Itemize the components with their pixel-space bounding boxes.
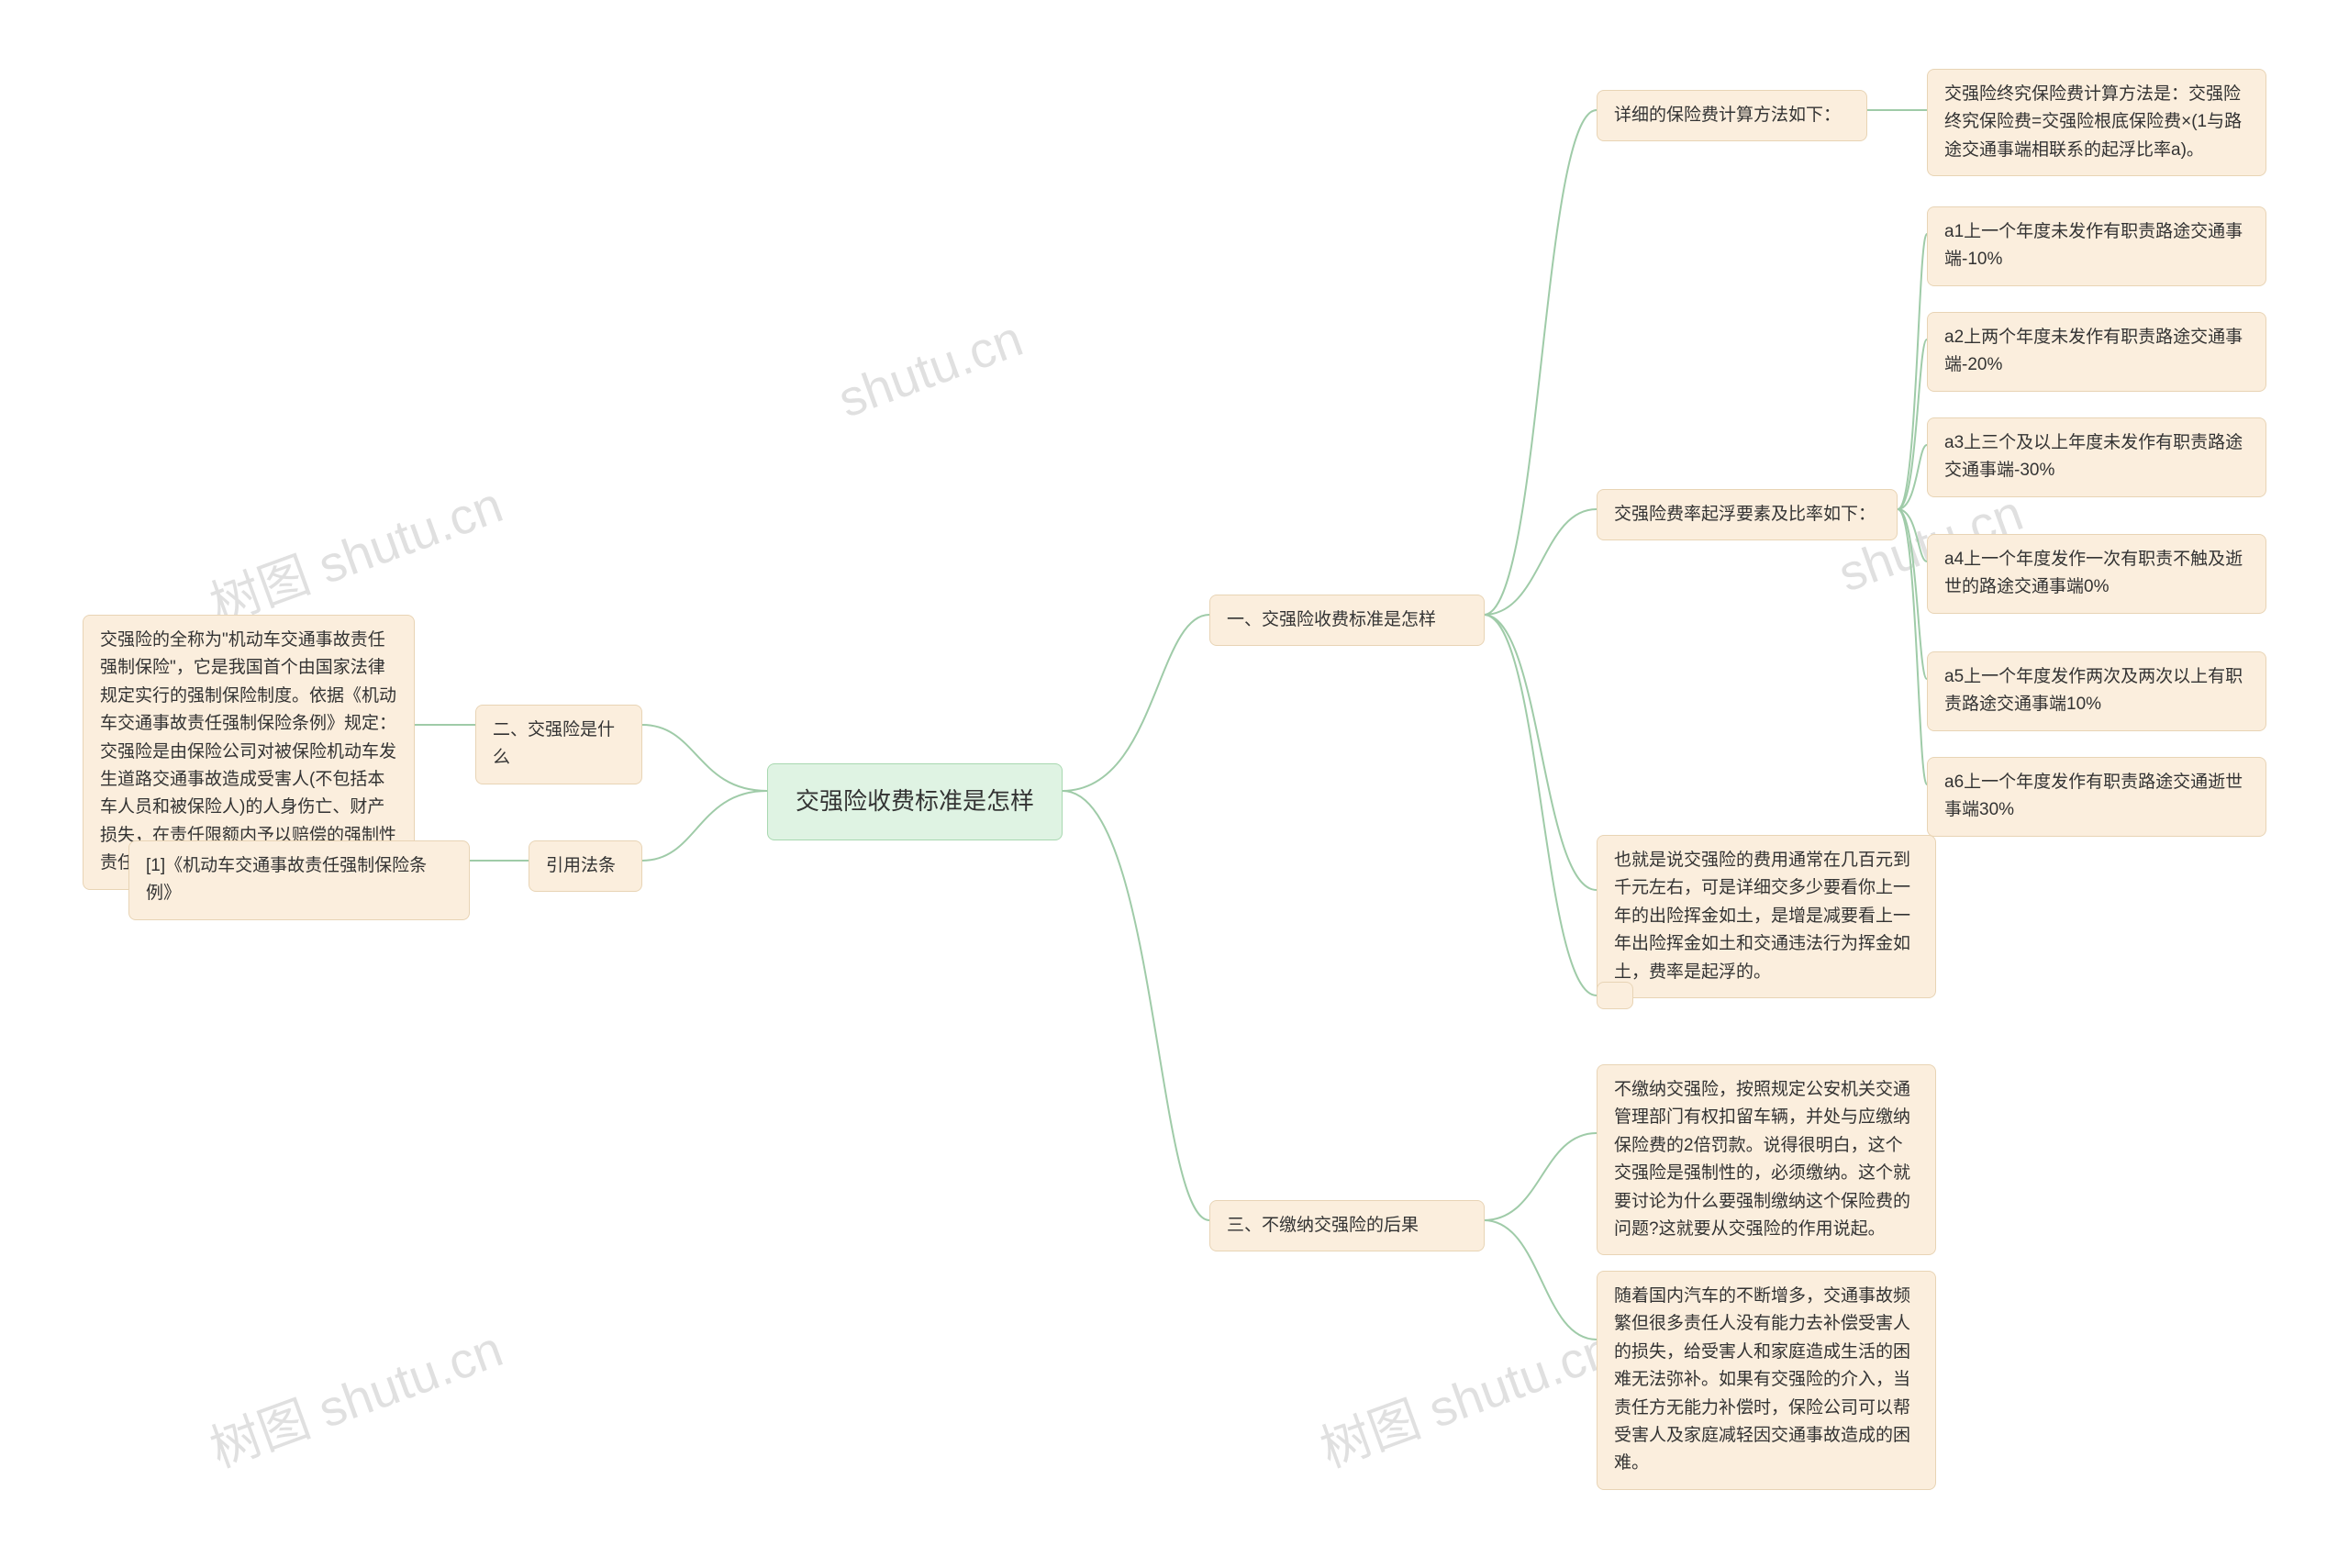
branch1-sub2-a2: a2上两个年度未发作有职责路途交通事端-20% <box>1927 312 2266 392</box>
watermark: 树图 shutu.cn <box>198 1307 510 1481</box>
branch1-sub1[interactable]: 详细的保险费计算方法如下： <box>1597 90 1867 141</box>
branch2[interactable]: 二、交强险是什么 <box>475 705 642 784</box>
branch1-sub1-detail: 交强险终究保险费计算方法是：交强险终究保险费=交强险根底保险费×(1与路途交通事… <box>1927 69 2266 176</box>
root-node[interactable]: 交强险收费标准是怎样 <box>767 763 1063 840</box>
branch1-sub2-a6: a6上一个年度发作有职责路途交通逝世事端30% <box>1927 757 2266 837</box>
branch4[interactable]: 引用法条 <box>529 840 642 892</box>
branch3[interactable]: 三、不缴纳交强险的后果 <box>1209 1200 1485 1251</box>
branch1[interactable]: 一、交强险收费标准是怎样 <box>1209 595 1485 646</box>
watermark: shutu.cn <box>830 308 1030 428</box>
branch1-sub2[interactable]: 交强险费率起浮要素及比率如下： <box>1597 489 1898 540</box>
branch1-sub2-a3: a3上三个及以上年度未发作有职责路途交通事端-30% <box>1927 417 2266 497</box>
watermark: 树图 shutu.cn <box>1308 1307 1620 1481</box>
branch1-sub3: 也就是说交强险的费用通常在几百元到千元左右，可是详细交多少要看你上一年的出险挥金… <box>1597 835 1936 998</box>
branch1-sub2-a5: a5上一个年度发作两次及两次以上有职责路途交通事端10% <box>1927 651 2266 731</box>
branch1-sub2-a1: a1上一个年度未发作有职责路途交通事端-10% <box>1927 206 2266 286</box>
branch3-p1: 不缴纳交强险，按照规定公安机关交通管理部门有权扣留车辆，并处与应缴纳保险费的2倍… <box>1597 1064 1936 1255</box>
watermark: 树图 shutu.cn <box>198 463 510 637</box>
branch4-ref: [1]《机动车交通事故责任强制保险条例》 <box>128 840 470 920</box>
branch1-empty <box>1597 982 1633 1009</box>
branch1-sub2-a4: a4上一个年度发作一次有职责不触及逝世的路途交通事端0% <box>1927 534 2266 614</box>
branch3-p2: 随着国内汽车的不断增多，交通事故频繁但很多责任人没有能力去补偿受害人的损失，给受… <box>1597 1271 1936 1490</box>
